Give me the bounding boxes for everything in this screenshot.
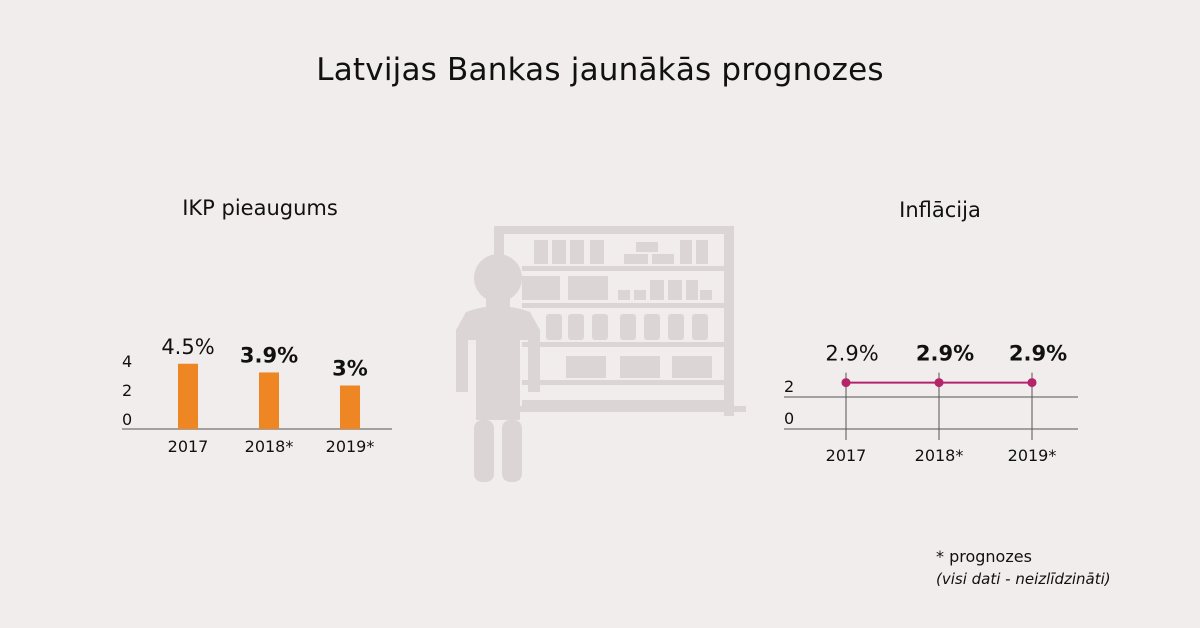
footnote-forecast: * prognozes [936, 547, 1032, 566]
inflation-data-label: 2.9% [1009, 342, 1067, 366]
gdp-data-label: 3% [332, 357, 368, 381]
inflation-chart-title: Inflācija [899, 198, 981, 222]
page-title: Latvijas Bankas jaunākās prognozes [316, 52, 884, 88]
gdp-bar [340, 385, 360, 429]
inflation-x-tick-label: 2017 [826, 446, 867, 465]
inflation-x-tick-label: 2018* [915, 446, 964, 465]
gdp-x-tick-label: 2019* [326, 437, 375, 456]
inflation-x-tick-label: 2019* [1008, 446, 1057, 465]
gdp-chart-title: IKP pieaugums [182, 196, 338, 220]
footnote-unadjusted: (visi dati - neizlīdzināti) [936, 570, 1111, 588]
gdp-bar [259, 372, 279, 429]
inflation-data-label: 2.9% [916, 342, 974, 366]
gdp-x-tick-label: 2017 [168, 437, 209, 456]
gdp-y-tick-label: 0 [122, 410, 132, 429]
inflation-y-tick-label: 0 [784, 409, 794, 428]
gdp-y-tick-label: 4 [122, 352, 132, 371]
gdp-y-tick-label: 2 [122, 381, 132, 400]
inflation-y-tick-label: 2 [784, 377, 794, 396]
gdp-bar [178, 363, 198, 429]
inflation-point [841, 378, 851, 388]
gdp-x-tick-label: 2018* [245, 437, 294, 456]
footnote: * prognozes (visi dati - neizlīdzināti) [936, 546, 1111, 590]
inflation-point [1027, 378, 1037, 388]
inflation-point [934, 378, 944, 388]
inflation-data-label: 2.9% [825, 342, 878, 366]
gdp-data-label: 4.5% [161, 335, 214, 359]
gdp-data-label: 3.9% [240, 343, 298, 367]
